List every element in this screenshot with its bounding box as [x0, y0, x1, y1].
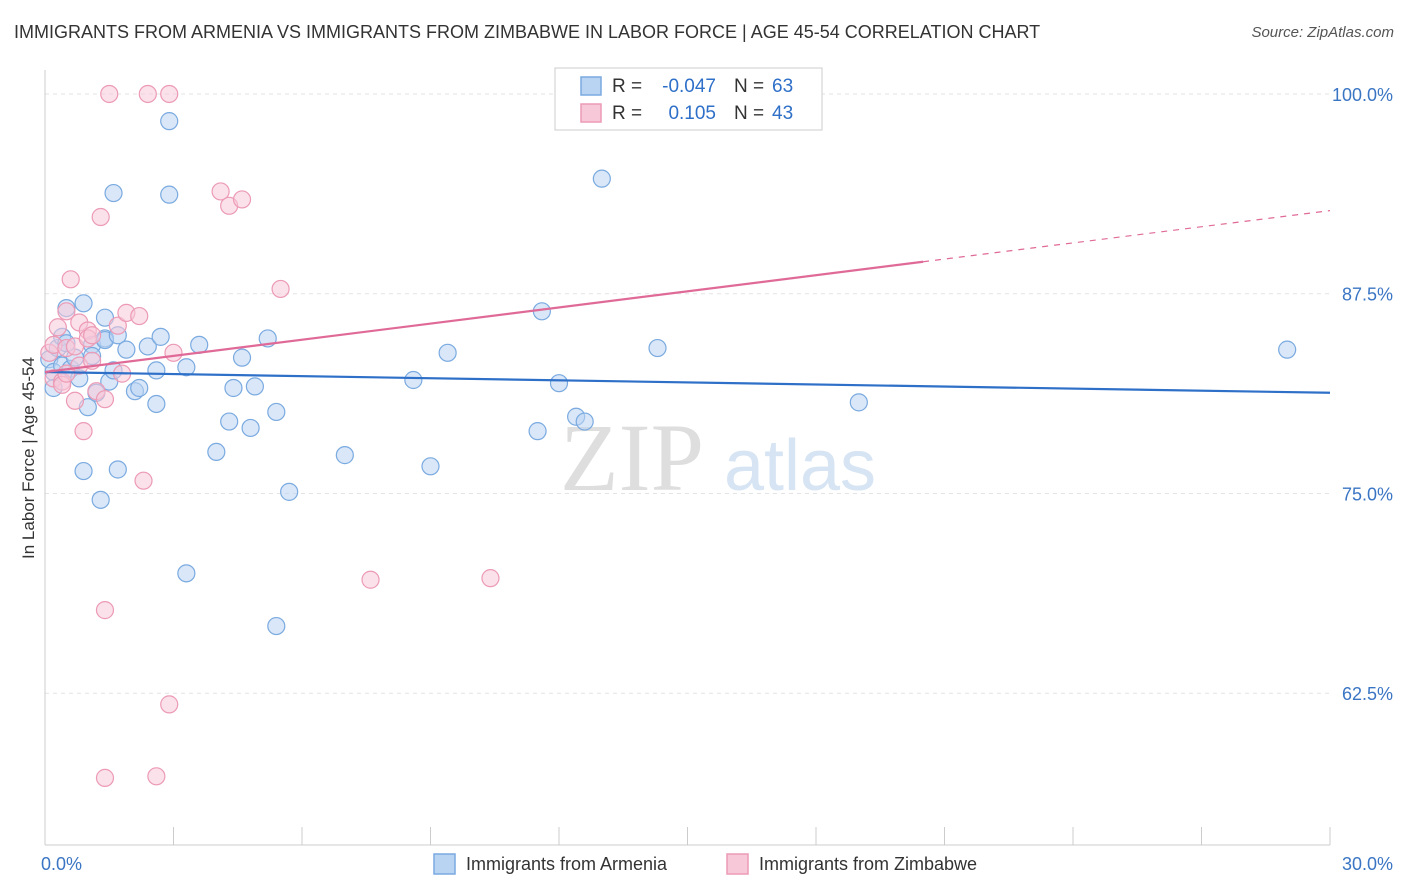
point-armenia-58 [648, 338, 667, 358]
point-zimbabwe-29 [138, 84, 157, 104]
series-legend-label-armenia: Immigrants from Armenia [466, 854, 668, 874]
point-armenia-52 [528, 422, 547, 441]
series-legend-swatch-zimbabwe [726, 853, 749, 875]
legend-n-value-zimbabwe: 43 [772, 103, 793, 124]
point-armenia-49 [404, 370, 423, 390]
point-zimbabwe-27 [130, 306, 149, 326]
point-zimbabwe-3 [48, 318, 67, 337]
point-armenia-56 [575, 412, 594, 431]
x-tick-label-1: 30.0% [1342, 854, 1393, 874]
point-armenia-50 [421, 457, 440, 476]
legend-swatch-armenia [580, 76, 602, 96]
y-tick-label-2: 75.0% [1342, 484, 1393, 504]
watermark-atlas: atlas [724, 426, 876, 506]
point-zimbabwe-39 [481, 569, 500, 588]
legend-n-label-zimbabwe: N = [734, 103, 764, 124]
point-armenia-36 [177, 564, 196, 583]
point-armenia-33 [160, 112, 179, 131]
series-legend-label-zimbabwe: Immigrants from Zimbabwe [759, 854, 977, 874]
source-credit: Source: ZipAtlas.com [1251, 24, 1394, 41]
watermark: ZIP atlas [560, 404, 876, 511]
point-armenia-11 [74, 461, 93, 481]
point-armenia-34 [160, 185, 179, 204]
point-armenia-57 [592, 169, 611, 188]
y-axis-label: In Labor Force | Age 45-54 [19, 357, 38, 559]
series-legend: Immigrants from Armenia Immigrants from … [433, 853, 977, 875]
trend-lines [44, 210, 1331, 394]
x-tick-label-0: 0.0% [41, 854, 82, 874]
legend-r-value-zimbabwe: 0.105 [668, 103, 716, 124]
point-zimbabwe-36 [232, 190, 252, 209]
point-armenia-32 [151, 327, 170, 346]
stats-legend: R = -0.047 N = 63 R = 0.105 N = 43 [554, 67, 823, 131]
y-tick-label-0: 100.0% [1332, 85, 1393, 105]
point-armenia-38 [207, 442, 226, 462]
point-zimbabwe-6 [57, 302, 76, 321]
point-zimbabwe-21 [95, 601, 115, 620]
point-zimbabwe-23 [100, 84, 119, 104]
point-armenia-17 [91, 490, 110, 509]
point-armenia-47 [280, 482, 299, 501]
legend-r-value-armenia: -0.047 [662, 76, 716, 97]
point-zimbabwe-33 [164, 343, 183, 362]
tick-labels: 100.0% 87.5% 75.0% 62.5% 0.0% 30.0% [41, 85, 1393, 874]
point-armenia-29 [138, 337, 157, 356]
legend-r-label-armenia: R = [612, 76, 642, 97]
point-armenia-12 [74, 294, 93, 313]
point-zimbabwe-17 [83, 326, 102, 345]
point-zimbabwe-28 [134, 471, 153, 490]
point-zimbabwe-22 [95, 768, 115, 787]
point-armenia-59 [849, 393, 868, 412]
point-armenia-42 [241, 418, 260, 438]
point-zimbabwe-10 [65, 391, 85, 410]
trendline-zimbabwe [44, 260, 924, 374]
point-armenia-35 [177, 358, 196, 377]
point-zimbabwe-32 [160, 84, 179, 104]
point-armenia-43 [245, 377, 264, 396]
point-armenia-41 [232, 348, 252, 367]
point-armenia-39 [220, 412, 239, 431]
point-armenia-60 [1278, 340, 1297, 359]
point-armenia-51 [438, 343, 457, 362]
point-zimbabwe-38 [361, 570, 380, 589]
point-zimbabwe-13 [74, 422, 93, 441]
y-tick-label-3: 62.5% [1342, 684, 1393, 704]
point-zimbabwe-24 [108, 316, 127, 335]
point-armenia-30 [147, 394, 166, 414]
point-zimbabwe-37 [271, 279, 290, 299]
point-armenia-40 [224, 378, 243, 398]
trendline-zimbabwe-projection [923, 210, 1331, 263]
point-zimbabwe-19 [91, 207, 110, 227]
y-tick-label-1: 87.5% [1342, 285, 1393, 305]
point-zimbabwe-20 [95, 390, 115, 409]
legend-n-value-armenia: 63 [772, 76, 793, 97]
point-armenia-31 [147, 361, 166, 380]
point-armenia-23 [104, 183, 123, 203]
point-zimbabwe-8 [61, 270, 80, 289]
series-legend-swatch-armenia [433, 853, 456, 875]
trendline-armenia [44, 370, 1331, 394]
point-armenia-24 [108, 460, 127, 479]
point-zimbabwe-34 [211, 182, 230, 201]
point-zimbabwe-30 [147, 767, 166, 786]
point-armenia-54 [549, 374, 569, 393]
point-armenia-45 [267, 402, 286, 422]
point-armenia-48 [335, 446, 354, 465]
legend-r-label-zimbabwe: R = [612, 103, 642, 124]
point-zimbabwe-31 [160, 695, 179, 714]
chart-title: IMMIGRANTS FROM ARMENIA VS IMMIGRANTS FR… [14, 22, 1041, 42]
point-armenia-26 [117, 340, 136, 359]
legend-n-label-armenia: N = [734, 76, 764, 97]
axes [44, 70, 1331, 846]
point-armenia-46 [267, 616, 286, 636]
legend-swatch-zimbabwe [580, 103, 602, 123]
point-armenia-28 [130, 378, 149, 398]
